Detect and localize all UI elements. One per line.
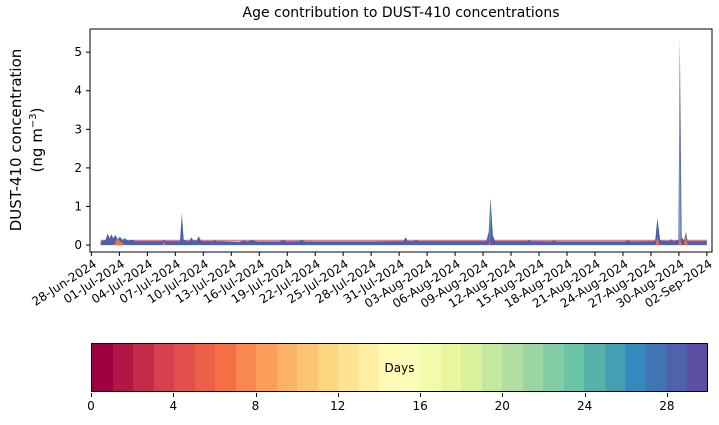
colorbar-segment xyxy=(133,344,154,391)
y-tick-label: 4 xyxy=(74,84,82,98)
colorbar-tick xyxy=(337,393,339,397)
colorbar-segment xyxy=(481,344,502,391)
colorbar-tick-label: 4 xyxy=(169,399,178,413)
colorbar-segment xyxy=(543,344,564,391)
colorbar-segment xyxy=(399,344,420,391)
colorbar-segment xyxy=(297,344,318,391)
young-age-core-6 xyxy=(684,233,688,246)
colorbar-tick xyxy=(420,393,422,397)
colorbar-segment xyxy=(276,344,297,391)
colorbar-tick-label: 12 xyxy=(330,399,346,413)
colorbar-segment xyxy=(358,344,379,391)
colorbar-tick xyxy=(255,393,257,397)
axes-frame xyxy=(89,28,713,253)
colorbar-segment xyxy=(420,344,441,391)
y-tick-label: 2 xyxy=(74,161,82,175)
colorbar-tick xyxy=(91,393,92,397)
colorbar-segment xyxy=(194,344,215,391)
young-age-core-4 xyxy=(655,237,660,246)
plot-area: 28-Jun-202401-Jul-202404-Jul-202407-Jul-… xyxy=(29,28,715,311)
colorbar-segment xyxy=(215,344,236,391)
colorbar-tick-area: 0 4 8 12 16 20 24 28 xyxy=(87,392,708,422)
colorbar-segment xyxy=(502,344,523,391)
colorbar-tick xyxy=(173,393,175,397)
colorbar-tick-label: 16 xyxy=(412,399,428,413)
young-age-core-3 xyxy=(489,237,492,246)
colorbar-segment xyxy=(563,344,584,391)
colorbar-tick xyxy=(584,393,586,397)
colorbar-tick-label: 8 xyxy=(251,399,260,413)
colorbar-segment xyxy=(112,344,133,391)
colorbar-segment xyxy=(584,344,605,391)
colorbar-segment xyxy=(317,344,338,391)
colorbar-segment xyxy=(522,344,543,391)
spike-inner-sliver-1 xyxy=(679,90,681,240)
spike-inner-sliver-0 xyxy=(489,202,491,242)
colorbar-segment xyxy=(604,344,625,391)
young-age-core-0 xyxy=(114,238,125,246)
colorbar-segment xyxy=(338,344,359,391)
colorbar-segment xyxy=(440,344,461,391)
colorbar-tick xyxy=(502,393,504,397)
colorbar-segment xyxy=(379,344,400,391)
colorbar-segment xyxy=(153,344,174,391)
colorbar-segment xyxy=(235,344,256,391)
colorbar-tick-label: 24 xyxy=(576,399,593,413)
colorbar-segment xyxy=(625,344,646,391)
young-age-core-1 xyxy=(162,241,166,246)
y-tick-label: 5 xyxy=(74,45,82,59)
colorbar-segment xyxy=(645,344,666,391)
colorbar-segment xyxy=(256,344,277,391)
dust-age-stack-envelope xyxy=(100,38,707,246)
colorbar-segment xyxy=(686,344,707,391)
colorbar-segment xyxy=(92,344,113,391)
colorbar-segment xyxy=(461,344,482,391)
colorbar-tick-label: 28 xyxy=(659,399,675,413)
chart-title: Age contribution to DUST-410 concentrati… xyxy=(242,5,560,21)
y-tick-label: 0 xyxy=(74,238,82,252)
colorbar-tick-label: 20 xyxy=(494,399,510,413)
young-age-core-5 xyxy=(678,234,682,246)
colorbar-segment xyxy=(174,344,195,391)
colorbar: Days xyxy=(91,343,708,392)
y-tick-label: 1 xyxy=(74,199,82,213)
colorbar-tick-label: 0 xyxy=(87,399,95,413)
y-tick-label: 3 xyxy=(74,122,82,136)
colorbar-tick xyxy=(666,393,668,397)
colorbar-segment xyxy=(666,344,687,391)
